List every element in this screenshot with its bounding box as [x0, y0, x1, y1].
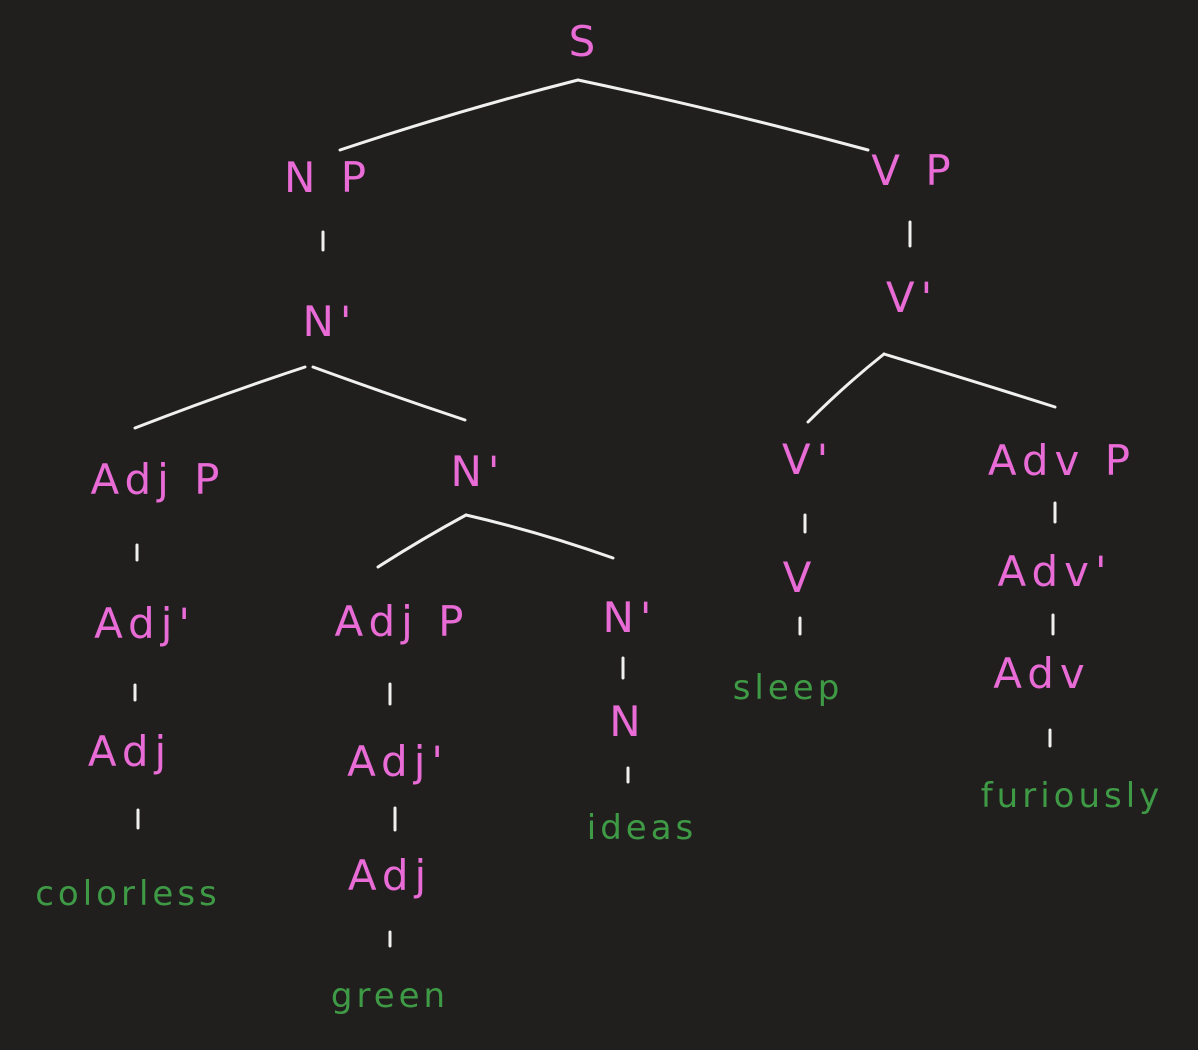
- node-np: N P: [283, 153, 373, 202]
- node-np-nbar: N': [302, 297, 358, 346]
- node-vbar-lower: V': [781, 435, 835, 484]
- node-adj-1: Adj: [87, 727, 173, 776]
- node-adjbar-2: Adj': [347, 737, 449, 786]
- node-advp: Adv P: [987, 436, 1137, 485]
- node-adjp-1: Adj P: [90, 455, 226, 504]
- word-sleep: sleep: [732, 668, 844, 708]
- node-vp: V P: [871, 146, 957, 195]
- node-adj-2: Adj: [347, 851, 433, 900]
- nbar2-nbar-branch: [464, 513, 615, 560]
- node-v: V: [782, 553, 818, 602]
- node-advbar: Adv': [997, 547, 1113, 596]
- node-adjbar-1: Adj': [94, 599, 196, 648]
- s-np-branch: [338, 78, 580, 152]
- node-vbar-top: V': [885, 273, 939, 322]
- word-green: green: [330, 976, 450, 1016]
- word-furiously: furiously: [980, 776, 1164, 816]
- s-vp-branch: [576, 78, 870, 152]
- nbar-adjp-branch: [133, 365, 307, 430]
- node-adjp-2: Adj P: [334, 597, 470, 646]
- word-colorless: colorless: [35, 874, 221, 914]
- word-ideas: ideas: [586, 808, 698, 848]
- nbar-nbar-branch: [311, 365, 467, 422]
- vbar-advp-branch: [882, 352, 1057, 409]
- nbar2-adjp-branch: [376, 513, 468, 569]
- node-nbar-2: N': [450, 447, 506, 496]
- vbar-vbar-branch: [806, 352, 886, 424]
- node-adv: Adv: [993, 649, 1091, 698]
- node-n: N: [609, 697, 647, 746]
- node-nbar-3: N': [602, 593, 658, 642]
- node-s: S: [568, 17, 602, 66]
